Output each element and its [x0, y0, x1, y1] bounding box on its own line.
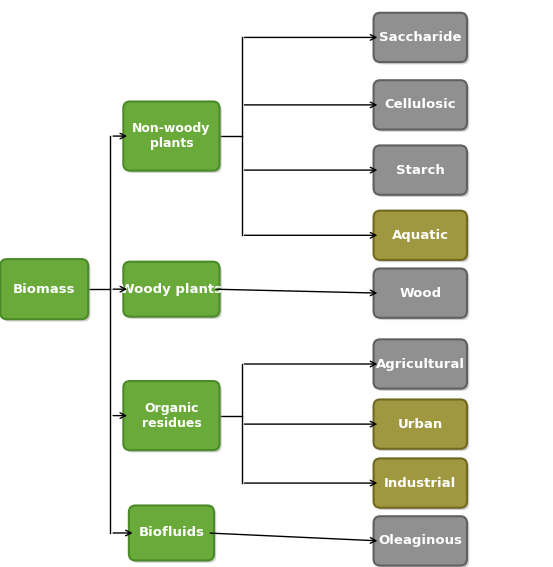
FancyBboxPatch shape	[376, 83, 469, 132]
FancyBboxPatch shape	[376, 213, 469, 262]
FancyBboxPatch shape	[374, 211, 467, 260]
FancyBboxPatch shape	[126, 383, 222, 452]
FancyBboxPatch shape	[123, 381, 220, 450]
Text: Saccharide: Saccharide	[379, 31, 462, 44]
FancyBboxPatch shape	[374, 458, 467, 508]
FancyBboxPatch shape	[374, 516, 467, 566]
Text: Non-woody
plants: Non-woody plants	[132, 122, 211, 150]
FancyBboxPatch shape	[374, 146, 467, 195]
Text: Biofluids: Biofluids	[138, 527, 205, 539]
Text: Oleaginous: Oleaginous	[378, 535, 462, 547]
FancyBboxPatch shape	[374, 81, 467, 130]
Text: Biomass: Biomass	[13, 283, 76, 295]
Text: Agricultural: Agricultural	[376, 358, 465, 370]
FancyBboxPatch shape	[376, 341, 469, 391]
Text: Urban: Urban	[398, 418, 443, 430]
Text: Starch: Starch	[396, 164, 445, 176]
Text: Cellulosic: Cellulosic	[384, 99, 456, 111]
FancyBboxPatch shape	[376, 460, 469, 510]
FancyBboxPatch shape	[374, 399, 467, 449]
FancyBboxPatch shape	[126, 104, 222, 173]
Text: Industrial: Industrial	[384, 477, 456, 489]
FancyBboxPatch shape	[131, 508, 216, 562]
Text: Woody plants: Woody plants	[121, 283, 222, 295]
FancyBboxPatch shape	[374, 12, 467, 62]
Text: Wood: Wood	[399, 287, 441, 299]
FancyBboxPatch shape	[129, 506, 214, 560]
FancyBboxPatch shape	[126, 264, 222, 319]
FancyBboxPatch shape	[0, 259, 88, 319]
FancyBboxPatch shape	[2, 261, 91, 321]
FancyBboxPatch shape	[376, 271, 469, 320]
FancyBboxPatch shape	[376, 15, 469, 65]
FancyBboxPatch shape	[376, 148, 469, 197]
FancyBboxPatch shape	[374, 339, 467, 389]
FancyBboxPatch shape	[123, 101, 220, 171]
FancyBboxPatch shape	[376, 518, 469, 567]
FancyBboxPatch shape	[123, 262, 220, 316]
FancyBboxPatch shape	[376, 401, 469, 451]
Text: Aquatic: Aquatic	[392, 229, 449, 242]
Text: Organic
residues: Organic residues	[142, 401, 201, 430]
FancyBboxPatch shape	[374, 269, 467, 318]
